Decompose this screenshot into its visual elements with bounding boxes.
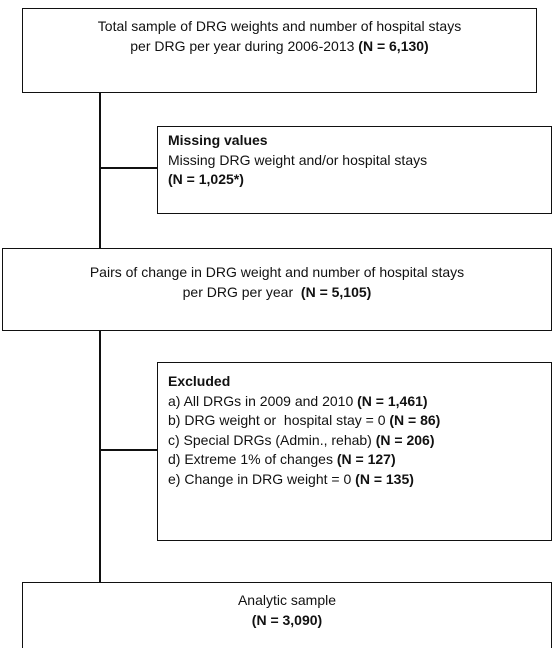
box-line: Pairs of change in DRG weight and number… <box>3 263 551 283</box>
box-line: per DRG per year (N = 5,105) <box>3 283 551 303</box>
connector <box>99 92 101 248</box>
box-line: (N = 3,090) <box>23 611 551 631</box>
box-line: (N = 1,025*) <box>168 170 551 190</box>
flow-box: Analytic sample (N = 3,090) <box>22 582 552 648</box>
box-title: Excluded <box>168 373 231 389</box>
box-line: b) DRG weight or hospital stay = 0 (N = … <box>168 411 551 431</box>
flow-box: Excluded a) All DRGs in 2009 and 2010 (N … <box>157 362 552 541</box>
line-text: Missing DRG weight and/or hospital stays <box>168 151 428 168</box>
box-line: a) All DRGs in 2009 and 2010 (N = 1,461) <box>168 392 551 412</box>
count: (N = 86) <box>389 412 441 428</box>
count: (N = 3,090) <box>251 611 323 628</box>
line-text: b) DRG weight or hospital stay = 0 <box>168 412 390 428</box>
box-line: e) Change in DRG weight = 0 (N = 135) <box>168 470 551 490</box>
count: (N = 5,105) <box>300 283 372 300</box>
count: (N = 1,025*) <box>168 171 244 187</box>
count: (N = 206) <box>375 431 435 448</box>
line-text: Pairs of change in DRG weight and number… <box>89 264 465 280</box>
count: (N = 6,130) <box>358 37 429 54</box>
box-line: Total sample of DRG weights and number o… <box>23 17 536 37</box>
count: (N = 135) <box>355 470 414 487</box>
connector <box>99 449 157 451</box>
box-line: per DRG per year during 2006-2013 (N = 6… <box>23 37 536 57</box>
connector <box>99 167 157 169</box>
flow-box: Missing values Missing DRG weight and/or … <box>157 126 552 214</box>
line-text: e) Change in DRG weight = 0 <box>168 470 356 487</box>
line-text: c) Special DRGs (Admin., rehab) <box>168 431 376 448</box>
connector <box>99 330 101 582</box>
line-text: per DRG per year during 2006-2013 <box>130 37 359 54</box>
line-text: Total sample of DRG weights and number o… <box>97 18 462 34</box>
count: (N = 1,461) <box>357 392 428 409</box>
line-text: Analytic sample <box>237 592 337 608</box>
box-line: c) Special DRGs (Admin., rehab) (N = 206… <box>168 431 551 451</box>
box-line: Missing DRG weight and/or hospital stays <box>168 151 551 171</box>
box-title: Missing values <box>168 132 268 148</box>
line-text: d) Extreme 1% of changes <box>168 451 337 467</box>
line-text: a) All DRGs in 2009 and 2010 <box>168 392 358 409</box>
line-text: per DRG per year <box>182 283 301 300</box>
box-line: d) Extreme 1% of changes (N = 127) <box>168 450 551 470</box>
box-line: Analytic sample <box>23 591 551 611</box>
flow-box: Total sample of DRG weights and number o… <box>22 8 537 93</box>
count: (N = 127) <box>336 451 396 467</box>
flow-box: Pairs of change in DRG weight and number… <box>2 248 552 331</box>
